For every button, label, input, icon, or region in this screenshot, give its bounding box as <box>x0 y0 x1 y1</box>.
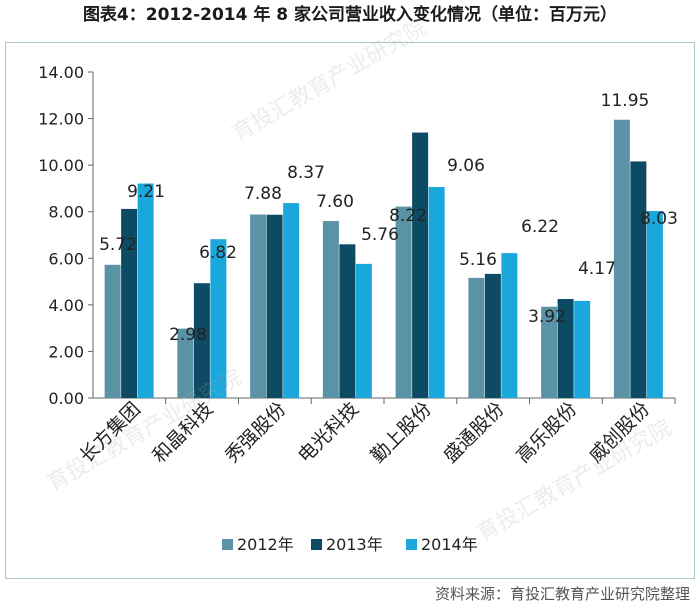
data-label: 7.88 <box>244 184 282 204</box>
legend-label: 2014年 <box>421 535 478 554</box>
bar <box>484 273 501 398</box>
data-label: 8.37 <box>287 163 325 183</box>
legend-label: 2013年 <box>326 535 383 554</box>
category-label: 长方集团 <box>76 398 145 467</box>
data-label: 5.76 <box>361 225 399 245</box>
bar <box>395 206 412 398</box>
bar <box>210 239 227 398</box>
bar <box>104 264 121 398</box>
bar <box>193 283 210 398</box>
data-label: 6.82 <box>199 243 237 263</box>
data-label: 3.92 <box>528 307 566 327</box>
bar <box>630 161 647 398</box>
y-tick-label: 10.00 <box>38 156 84 175</box>
y-tick-label: 6.00 <box>48 249 84 268</box>
bar <box>177 328 194 398</box>
bar <box>250 214 267 398</box>
data-label: 9.21 <box>127 182 165 202</box>
category-label: 高乐股份 <box>512 398 581 467</box>
bar <box>501 253 518 398</box>
bar <box>137 183 154 398</box>
data-label: 9.06 <box>447 156 485 176</box>
legend-label: 2012年 <box>237 535 294 554</box>
data-label: 11.95 <box>601 91 650 111</box>
data-label: 5.16 <box>459 250 497 270</box>
category-label: 和晶科技 <box>148 398 217 467</box>
y-tick-label: 4.00 <box>48 296 84 315</box>
chart-title: 图表4：2012-2014 年 8 家公司营业收入变化情况（单位：百万元） <box>82 5 618 25</box>
bar <box>574 300 591 398</box>
y-tick-label: 12.00 <box>38 110 84 129</box>
data-label: 6.22 <box>521 217 559 237</box>
bar <box>121 208 138 398</box>
data-label: 2.98 <box>169 325 207 345</box>
data-label: 5.72 <box>99 235 137 255</box>
legend-swatch <box>406 539 417 550</box>
source-note: 资料来源：育投汇教育产业研究院整理 <box>434 585 690 603</box>
y-tick-label: 0.00 <box>48 389 84 408</box>
data-label: 8.03 <box>640 209 678 229</box>
bar <box>355 263 372 398</box>
data-label: 7.60 <box>316 192 354 212</box>
bar <box>646 211 663 398</box>
category-label: 电光科技 <box>294 398 363 467</box>
category-label: 勤上股份 <box>367 398 436 467</box>
y-tick-label: 2.00 <box>48 342 84 361</box>
data-label: 8.22 <box>389 206 427 226</box>
bar <box>322 221 339 398</box>
bar <box>266 214 283 398</box>
bar <box>468 277 485 398</box>
category-label: 盛通股份 <box>439 398 508 467</box>
category-label: 秀强股份 <box>221 398 290 467</box>
bar <box>339 244 356 398</box>
bar <box>428 187 445 398</box>
category-label: 威创股份 <box>585 398 654 467</box>
bar <box>613 119 630 398</box>
bar <box>541 306 558 398</box>
y-tick-label: 8.00 <box>48 203 84 222</box>
bar <box>283 203 300 398</box>
data-label: 4.17 <box>578 259 616 279</box>
legend-swatch <box>222 539 233 550</box>
legend-swatch <box>311 539 322 550</box>
y-tick-label: 14.00 <box>38 63 84 82</box>
bar <box>412 132 429 399</box>
bar <box>557 299 574 398</box>
